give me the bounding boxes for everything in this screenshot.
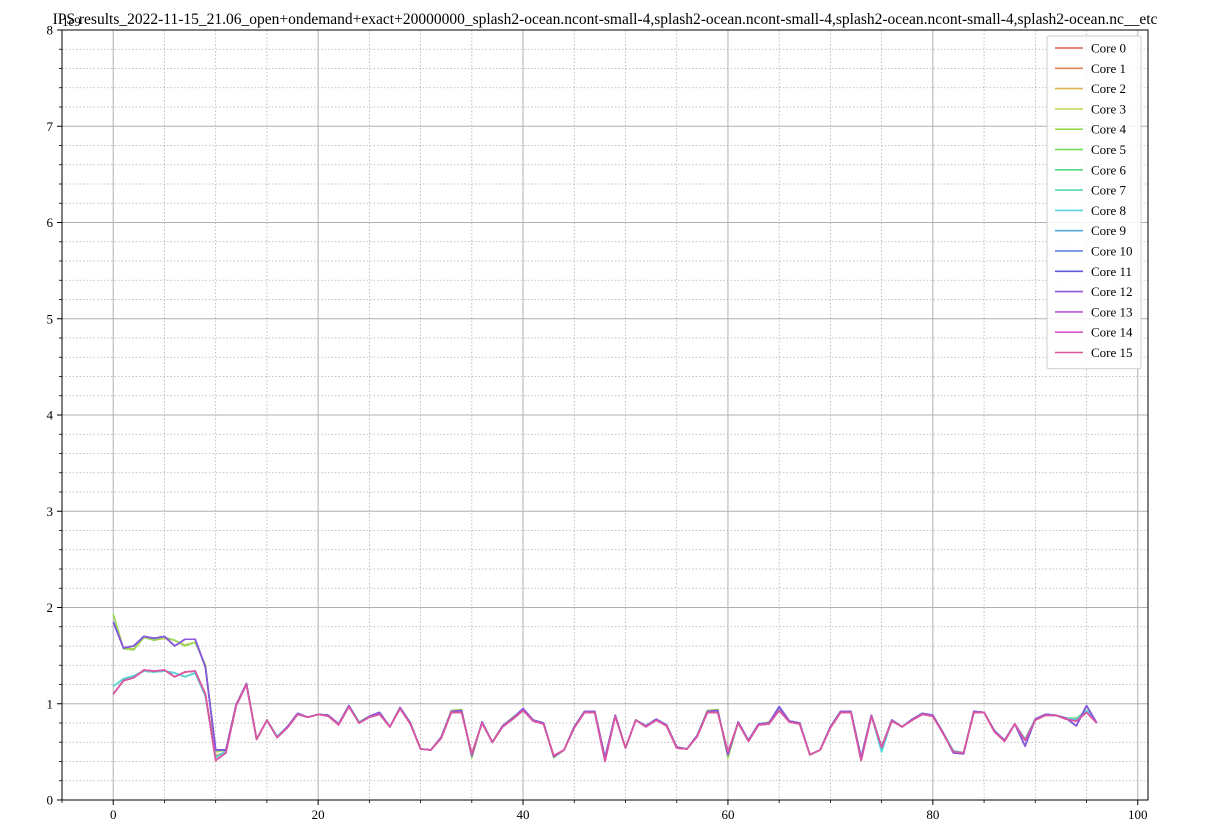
x-tick-label: 80	[926, 807, 939, 822]
chart-title: IPS results_2022-11-15_21.06_open+ondema…	[53, 11, 1158, 28]
y-tick-label: 6	[47, 215, 54, 230]
y-tick-label: 5	[47, 311, 54, 326]
legend-label: Core 0	[1091, 41, 1126, 56]
series-line	[112, 669, 1098, 763]
x-tick-label: 40	[517, 807, 530, 822]
y-tick-label: 7	[47, 119, 54, 134]
series-line	[112, 621, 1098, 759]
legend-label: Core 2	[1091, 81, 1126, 96]
series-layer	[112, 614, 1098, 763]
legend-label: Core 11	[1091, 264, 1132, 279]
legend-label: Core 7	[1091, 183, 1127, 198]
legend-label: Core 15	[1091, 345, 1133, 360]
x-tick-label: 100	[1128, 807, 1148, 822]
series-line	[112, 621, 1098, 759]
y-tick-label: 3	[47, 504, 54, 519]
legend-label: Core 9	[1091, 223, 1126, 238]
y-tick-label: 8	[47, 23, 54, 38]
y-tick-label: 0	[47, 793, 54, 808]
legend-box	[1046, 35, 1142, 370]
legend-label: Core 13	[1091, 304, 1133, 319]
series-line	[112, 614, 1098, 759]
series-line	[112, 669, 1098, 763]
legend-label: Core 14	[1091, 325, 1133, 340]
legend-label: Core 8	[1091, 203, 1126, 218]
series-line	[112, 621, 1098, 759]
series-line	[112, 614, 1098, 759]
legend-label: Core 6	[1091, 162, 1127, 177]
legend-label: Core 5	[1091, 142, 1126, 157]
major-grid	[62, 29, 1148, 801]
legend-label: Core 3	[1091, 101, 1126, 116]
x-tick-label: 0	[110, 807, 117, 822]
y-tick-label: 2	[47, 600, 54, 615]
y-offset-label: 1e9	[62, 14, 81, 29]
axis-ticks: 0 20 40 60 80 100 0 1 2 3 4 5 6 7 8	[47, 23, 1148, 823]
y-tick-label: 4	[47, 408, 54, 423]
legend: Core 0 Core 1 Core 2 Core 3 Core 4 Core 5 Core…	[1046, 35, 1142, 370]
legend-label: Core 1	[1091, 61, 1126, 76]
legend-label: Core 10	[1091, 244, 1133, 259]
y-tick-label: 1	[47, 696, 54, 711]
series-line	[112, 621, 1098, 759]
legend-label: Core 4	[1091, 122, 1127, 137]
x-tick-label: 20	[312, 807, 325, 822]
series-line	[112, 621, 1098, 759]
x-tick-label: 60	[721, 807, 734, 822]
legend-label: Core 12	[1091, 284, 1133, 299]
series-line	[112, 669, 1098, 763]
